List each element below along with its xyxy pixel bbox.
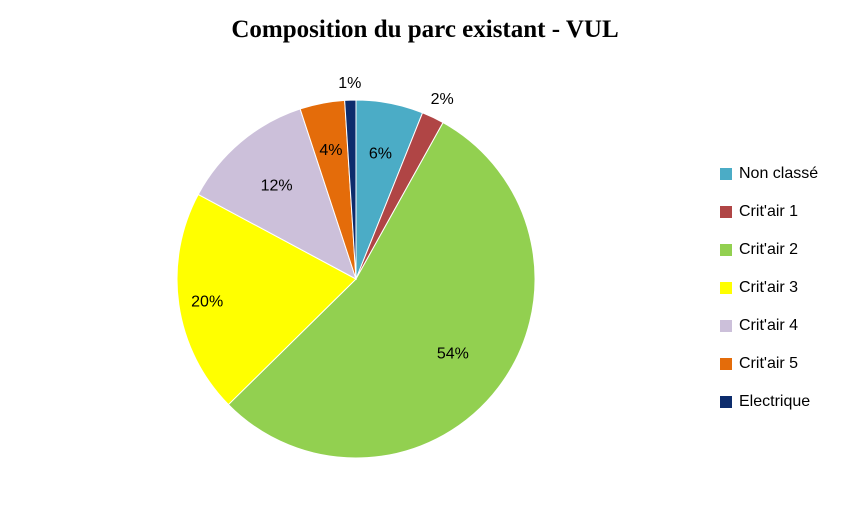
legend-label: Crit'air 5: [739, 355, 799, 372]
legend-item-2: Crit'air 1: [720, 193, 818, 231]
legend: Non classé Crit'air 1 Crit'air 2 Crit'air 3…: [720, 155, 818, 421]
pie-slice-5: [197, 108, 357, 281]
legend-swatch: [720, 396, 732, 408]
legend-swatch: [720, 320, 732, 332]
slice-label-1: 6%: [369, 145, 392, 162]
slice-label-2: 2%: [431, 91, 454, 108]
slice-label-3: 54%: [437, 346, 469, 363]
legend-item-5: Crit'air 4: [720, 307, 818, 345]
legend-item-4: Crit'air 3: [720, 269, 818, 307]
legend-item-1: Non classé: [720, 155, 818, 193]
legend-label: Crit'air 2: [739, 241, 799, 258]
legend-label: Electrique: [739, 393, 811, 410]
slice-label-7: 1%: [338, 75, 361, 92]
legend-item-7: Electrique: [720, 383, 818, 421]
pie-slice-7: [344, 99, 357, 280]
legend-label: Crit'air 1: [739, 203, 799, 220]
legend-label: Non classé: [739, 165, 819, 182]
legend-item-6: Crit'air 5: [720, 345, 818, 383]
legend-swatch: [720, 244, 732, 256]
legend-swatch: [720, 206, 732, 218]
chart-title: Composition du parc existant - VUL: [231, 16, 619, 43]
legend-label: Crit'air 4: [739, 317, 799, 334]
legend-swatch: [720, 282, 732, 294]
slice-label-6: 4%: [319, 142, 342, 159]
legend-swatch: [720, 168, 732, 180]
slice-label-4: 20%: [191, 293, 223, 310]
legend-label: Crit'air 3: [739, 279, 799, 296]
legend-item-3: Crit'air 2: [720, 231, 818, 269]
pie-slice-4: [176, 193, 357, 406]
slice-label-5: 12%: [261, 177, 293, 194]
legend-swatch: [720, 358, 732, 370]
pie-slice-3: [227, 121, 536, 459]
